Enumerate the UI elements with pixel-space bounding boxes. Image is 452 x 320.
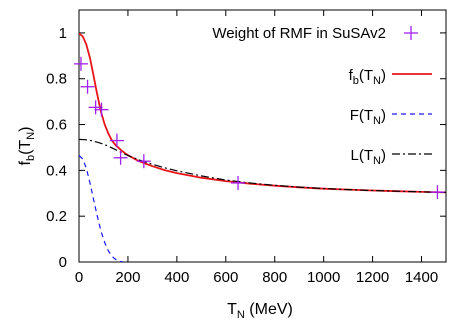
x-tick-label: 1000	[307, 269, 340, 286]
legend-entry-fb: fb(TN)	[349, 67, 432, 87]
data-point-rmf-weight	[94, 102, 109, 117]
x-tick-label: 800	[262, 269, 287, 286]
data-point-rmf-weight	[231, 175, 246, 190]
y-tick-label: 1	[59, 25, 67, 42]
series-line-F	[79, 155, 124, 262]
legend-label-rmf-weight: Weight of RMF in SuSAv2	[212, 25, 386, 42]
legend: Weight of RMF in SuSAv2 fb(TN) F(TN) L(T…	[212, 25, 432, 167]
legend-entry-rmf-weight: Weight of RMF in SuSAv2	[212, 25, 418, 42]
legend-swatch-rmf-weight	[404, 26, 418, 40]
data-point-rmf-weight	[113, 150, 128, 165]
data-point-rmf-weight	[109, 133, 124, 148]
x-tick-label: 1200	[356, 269, 389, 286]
data-point-rmf-weight	[73, 56, 88, 71]
x-tick-label: 0	[75, 269, 83, 286]
legend-label-L: L(TN)	[351, 147, 386, 167]
y-tick-label: 0.6	[46, 117, 67, 134]
legend-label-F: F(TN)	[350, 107, 386, 127]
legend-label-fb: fb(TN)	[349, 67, 386, 87]
x-tick-label: 400	[164, 269, 189, 286]
data-point-rmf-weight	[88, 100, 103, 115]
y-tick-label: 0.4	[46, 162, 67, 179]
y-axis-label: fb(TN)	[17, 127, 37, 166]
data-point-rmf-weight	[136, 154, 151, 169]
plot-area: 0 200 400 600 800 1000 1200 1400 0 0.2 0.4 0.6 0.8 1	[46, 9, 447, 286]
x-tick-label: 600	[213, 269, 238, 286]
legend-entry-L: L(TN)	[351, 147, 432, 167]
series-line-fb	[79, 32, 446, 194]
plot-frame	[78, 9, 447, 263]
data-point-rmf-weight	[430, 185, 445, 200]
x-axis-label: TN (MeV)	[227, 301, 293, 320]
y-tick-label: 0.2	[46, 208, 67, 225]
legend-entry-F: F(TN)	[350, 107, 432, 127]
x-tick-label: 1400	[405, 269, 438, 286]
series-line-L	[79, 138, 446, 193]
y-tick-label: 0	[59, 254, 67, 271]
data-point-rmf-weight	[80, 79, 95, 94]
y-tick-label: 0.8	[46, 71, 67, 88]
x-tick-label: 200	[115, 269, 140, 286]
